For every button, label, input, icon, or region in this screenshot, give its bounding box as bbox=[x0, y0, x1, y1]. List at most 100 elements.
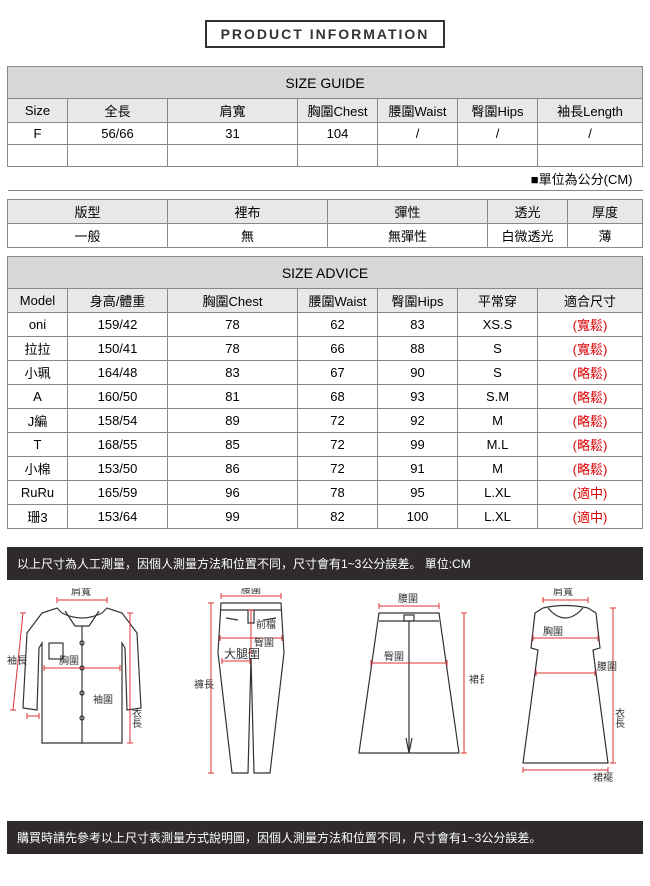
cell: 88 bbox=[378, 337, 458, 361]
cell: (略鬆) bbox=[538, 385, 643, 409]
cell: 72 bbox=[298, 457, 378, 481]
col-waist: 腰圍Waist bbox=[378, 99, 458, 123]
cell: L.XL bbox=[458, 505, 538, 529]
label-hip: 臀圍 bbox=[384, 651, 404, 663]
cell: / bbox=[458, 123, 538, 145]
cell: 珊3 bbox=[8, 505, 68, 529]
label-hem: 裙襬 bbox=[593, 771, 613, 784]
cell: (適中) bbox=[538, 505, 643, 529]
cell: (略鬆) bbox=[538, 361, 643, 385]
pants-diagram: 腰圍 前檔 臀圍 大腿圍 褲長 bbox=[176, 588, 326, 793]
measurement-diagrams: 肩寬 胸圍 袖長 袖圍 衣長 腰圍 前檔 臀圍 大腿圍 褲長 bbox=[7, 588, 643, 803]
label-length: 褲長 bbox=[194, 678, 214, 691]
cell: L.XL bbox=[458, 481, 538, 505]
cell: 82 bbox=[298, 505, 378, 529]
fabric-table: 版型 裡布 彈性 透光 厚度 一般 無 無彈性 白微透光 薄 bbox=[7, 199, 643, 248]
cell: 91 bbox=[378, 457, 458, 481]
cell: 100 bbox=[378, 505, 458, 529]
label-front: 前檔 bbox=[256, 618, 276, 631]
label-chest: 胸圍 bbox=[543, 625, 563, 638]
unit-note: ■單位為公分(CM) bbox=[8, 167, 643, 191]
cell: 83 bbox=[168, 361, 298, 385]
cell: XS.S bbox=[458, 313, 538, 337]
cell: 66 bbox=[298, 337, 378, 361]
col-size: Size bbox=[8, 99, 68, 123]
col-chest: 胸圍Chest bbox=[298, 99, 378, 123]
label-waist: 腰圍 bbox=[597, 661, 617, 673]
cell: M bbox=[458, 409, 538, 433]
cell: 67 bbox=[298, 361, 378, 385]
col-hips: 臀圍Hips bbox=[378, 289, 458, 313]
cell: 無彈性 bbox=[328, 224, 488, 248]
cell: 83 bbox=[378, 313, 458, 337]
size-guide-heading: SIZE GUIDE bbox=[8, 67, 643, 99]
cell: 白微透光 bbox=[488, 224, 568, 248]
cell: 168/55 bbox=[68, 433, 168, 457]
cell: (適中) bbox=[538, 481, 643, 505]
cell: 56/66 bbox=[68, 123, 168, 145]
shirt-diagram: 肩寬 胸圍 袖長 袖圍 衣長 bbox=[7, 588, 167, 793]
col-fit: 版型 bbox=[8, 200, 168, 224]
cell: 90 bbox=[378, 361, 458, 385]
col-lining: 裡布 bbox=[168, 200, 328, 224]
col-usual: 平常穿 bbox=[458, 289, 538, 313]
size-advice-table: SIZE ADVICE Model 身高/體重 胸圍Chest 腰圍Waist … bbox=[7, 256, 643, 529]
cell: (寬鬆) bbox=[538, 313, 643, 337]
cell: F bbox=[8, 123, 68, 145]
cell: 165/59 bbox=[68, 481, 168, 505]
label-shoulder: 肩寬 bbox=[553, 588, 573, 598]
col-fit: 適合尺寸 bbox=[538, 289, 643, 313]
cell: 89 bbox=[168, 409, 298, 433]
label-length: 衣長 bbox=[612, 707, 624, 729]
cell: 78 bbox=[298, 481, 378, 505]
cell: M bbox=[458, 457, 538, 481]
cell: 99 bbox=[378, 433, 458, 457]
cell: 72 bbox=[298, 433, 378, 457]
cell: (略鬆) bbox=[538, 433, 643, 457]
cell: 160/50 bbox=[68, 385, 168, 409]
cell: 95 bbox=[378, 481, 458, 505]
label-waist: 腰圍 bbox=[398, 593, 418, 605]
size-advice-heading: SIZE ADVICE bbox=[8, 257, 643, 289]
cell: J編 bbox=[8, 409, 68, 433]
cell: / bbox=[378, 123, 458, 145]
col-model: Model bbox=[8, 289, 68, 313]
cell: 153/50 bbox=[68, 457, 168, 481]
label-length: 衣長 bbox=[130, 707, 142, 729]
col-waist: 腰圍Waist bbox=[298, 289, 378, 313]
cell: 薄 bbox=[568, 224, 643, 248]
cell: 153/64 bbox=[68, 505, 168, 529]
cell: 81 bbox=[168, 385, 298, 409]
cell: (寬鬆) bbox=[538, 337, 643, 361]
col-chest: 胸圍Chest bbox=[168, 289, 298, 313]
col-length: 全長 bbox=[68, 99, 168, 123]
cell: 86 bbox=[168, 457, 298, 481]
cell: T bbox=[8, 433, 68, 457]
col-hw: 身高/體重 bbox=[68, 289, 168, 313]
label-sleeve: 袖長 bbox=[7, 654, 27, 667]
cell: 78 bbox=[168, 337, 298, 361]
cell: / bbox=[538, 123, 643, 145]
cell: 93 bbox=[378, 385, 458, 409]
cell: S.M bbox=[458, 385, 538, 409]
label-shoulder: 肩寬 bbox=[71, 588, 91, 598]
col-sheer: 透光 bbox=[488, 200, 568, 224]
label-cuff: 袖圍 bbox=[93, 693, 113, 706]
cell: RuRu bbox=[8, 481, 68, 505]
cell: M.L bbox=[458, 433, 538, 457]
cell: 72 bbox=[298, 409, 378, 433]
cell: 31 bbox=[168, 123, 298, 145]
label-waist: 腰圍 bbox=[241, 588, 261, 596]
label-length: 裙長 bbox=[469, 673, 484, 686]
cell: 78 bbox=[168, 313, 298, 337]
cell: 無 bbox=[168, 224, 328, 248]
cell: 96 bbox=[168, 481, 298, 505]
page-title: PRODUCT INFORMATION bbox=[205, 20, 445, 48]
label-thigh: 大腿圍 bbox=[224, 647, 260, 661]
cell: 拉拉 bbox=[8, 337, 68, 361]
cell: 92 bbox=[378, 409, 458, 433]
cell: 159/42 bbox=[68, 313, 168, 337]
purchase-note: 購買時請先參考以上尺寸表測量方式說明圖，因個人測量方法和位置不同，尺寸會有1~3… bbox=[7, 821, 643, 854]
skirt-diagram: 腰圍 臀圍 裙長 bbox=[334, 588, 484, 793]
cell: 104 bbox=[298, 123, 378, 145]
